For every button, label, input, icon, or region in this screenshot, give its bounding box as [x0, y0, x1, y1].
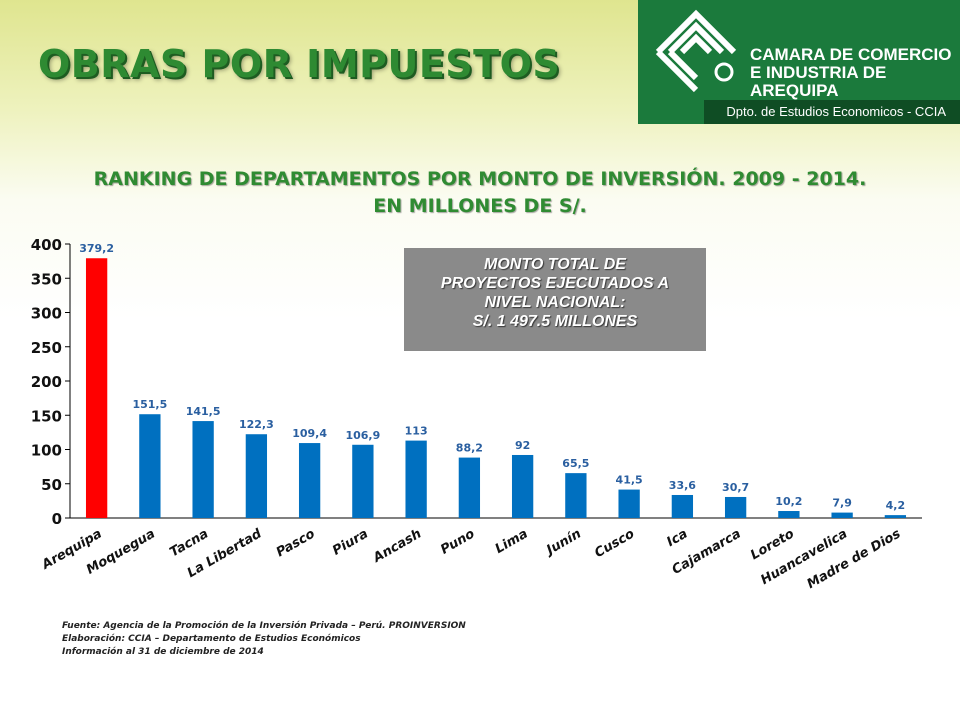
bar-tacna	[192, 421, 214, 518]
value-labels: 379,2 151,5 141,5 122,3 109,4 106,9 113 88,2 92 6…	[79, 242, 905, 512]
bar-madre-de-dios	[884, 515, 907, 518]
chart-title: RANKING DE DEPARTAMENTOS POR MONTO DE IN…	[40, 166, 920, 220]
value-label: 7,9	[832, 497, 852, 510]
brand-name-line: E INDUSTRIA DE	[750, 63, 887, 82]
value-label: 10,2	[775, 495, 802, 508]
y-tick-label: 0	[52, 510, 62, 528]
brand-name-line: CAMARA DE COMERCIO	[750, 45, 952, 64]
y-axis: 0 50 100 150 200 250 300 350 400	[31, 236, 922, 528]
chart-title-line: EN MILLONES DE S/.	[373, 195, 587, 217]
bar-moquegua	[139, 414, 161, 518]
callout-line: NIVEL NACIONAL:	[484, 294, 626, 311]
bar-la-libertad	[245, 434, 268, 518]
bar-series	[85, 258, 907, 518]
value-label: 33,6	[669, 479, 696, 492]
bar-huancavelica	[831, 512, 853, 518]
x-tick-label: Piura	[330, 526, 371, 558]
y-tick-label: 250	[31, 339, 62, 357]
value-label: 151,5	[132, 398, 167, 411]
bar-cajamarca	[724, 496, 747, 518]
callout-line: PROYECTOS EJECUTADOS A	[440, 275, 670, 292]
page-title: OBRAS POR IMPUESTOS	[38, 42, 561, 86]
value-label: 106,9	[345, 429, 380, 442]
bar-puno	[458, 457, 481, 518]
brand-name: CAMARA DE COMERCIO E INDUSTRIA DE AREQUI…	[750, 46, 956, 100]
y-tick-label: 50	[41, 476, 62, 494]
y-tick-label: 100	[31, 442, 62, 460]
value-label: 88,2	[456, 442, 483, 455]
value-label: 92	[515, 439, 530, 452]
value-label: 141,5	[186, 405, 221, 418]
value-label: 122,3	[239, 418, 274, 431]
footnote-date: Información al 31 de diciembre de 2014	[62, 647, 264, 657]
x-tick-label: Ica	[664, 526, 690, 550]
bar-piura	[352, 444, 374, 518]
y-tick-label: 200	[31, 373, 62, 391]
bar-jun-n	[565, 473, 587, 518]
value-label: 30,7	[722, 481, 749, 494]
brand-department: Dpto. de Estudios Economicos - CCIA	[704, 100, 960, 124]
x-tick-label: Junín	[542, 526, 584, 559]
x-tick-label: Madre de Dios	[805, 526, 904, 592]
x-tick-label: Tacna	[167, 526, 211, 560]
value-label: 109,4	[292, 427, 327, 440]
brand-name-line: AREQUIPA	[750, 81, 839, 100]
brand-banner: CAMARA DE COMERCIO E INDUSTRIA DE AREQUI…	[638, 0, 960, 124]
ccia-logo-icon	[655, 9, 737, 93]
bar-ancash	[405, 440, 427, 518]
value-label: 113	[405, 425, 428, 438]
bar-loreto	[778, 511, 800, 518]
bar-cusco	[618, 489, 640, 518]
footnote-source: Fuente: Agencia de la Promoción de la In…	[62, 621, 466, 631]
x-tick-label: Cusco	[592, 526, 637, 561]
value-label: 65,5	[562, 457, 589, 470]
bar-arequipa	[85, 258, 108, 518]
y-tick-label: 350	[31, 270, 62, 288]
bar-lima	[511, 454, 534, 518]
bar-pasco	[298, 443, 321, 518]
x-tick-label: Puno	[438, 526, 477, 557]
x-tick-label: Ancash	[370, 526, 424, 566]
callout-line: S/. 1 497.5 MILLONES	[472, 313, 638, 330]
chart-title-line: RANKING DE DEPARTAMENTOS POR MONTO DE IN…	[93, 168, 867, 190]
footnote-elaboration: Elaboración: CCIA – Departamento de Estu…	[62, 634, 361, 644]
y-tick-label: 300	[31, 305, 62, 323]
callout-line: MONTO TOTAL DE	[484, 256, 626, 273]
y-tick-label: 400	[31, 236, 62, 254]
x-tick-label: Pasco	[274, 526, 318, 560]
y-tick-label: 150	[31, 407, 62, 425]
bar-ica	[671, 494, 694, 518]
value-label: 4,2	[886, 499, 906, 512]
x-tick-label: Lima	[493, 526, 531, 557]
value-label: 379,2	[79, 242, 114, 255]
value-label: 41,5	[616, 474, 643, 487]
footnotes: Fuente: Agencia de la Promoción de la In…	[62, 620, 466, 659]
bar-chart: 0 50 100 150 200 250 300 350 400 379,2 151,5 141,5…	[31, 236, 922, 592]
total-callout: MONTO TOTAL DE PROYECTOS EJECUTADOS A NI…	[404, 248, 706, 351]
